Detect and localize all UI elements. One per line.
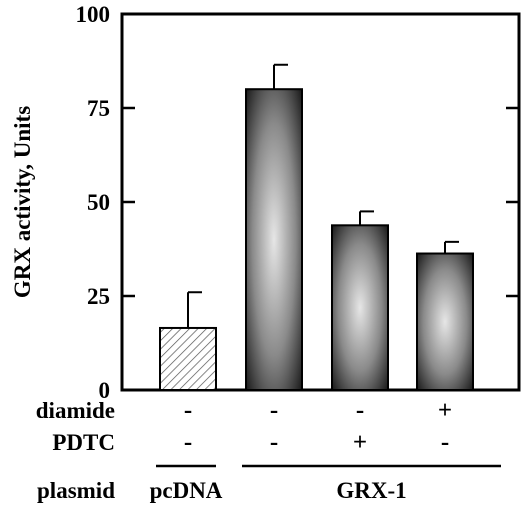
bar-2 xyxy=(245,88,303,391)
condition-sign: - xyxy=(270,397,278,424)
y-tick-label: 100 xyxy=(76,2,111,27)
bar-4 xyxy=(416,252,474,391)
plasmid-label: plasmid xyxy=(37,478,115,503)
bar-1 xyxy=(159,326,217,391)
condition-sign: + xyxy=(438,397,452,424)
y-tick-label: 75 xyxy=(87,96,110,121)
plasmid-group-name: GRX-1 xyxy=(336,478,406,503)
condition-sign: - xyxy=(270,429,278,456)
y-axis-ticks: 0 25 50 75 100 xyxy=(76,2,519,403)
condition-sign: + xyxy=(353,429,367,456)
y-tick-label: 50 xyxy=(87,190,110,215)
bar-3 xyxy=(331,224,389,391)
plasmid-group-name: pcDNA xyxy=(150,478,223,503)
condition-sign: - xyxy=(184,397,192,424)
y-axis-label: GRX activity, Units xyxy=(10,106,35,298)
condition-table: diamide - - - + PDTC - - + - xyxy=(36,397,452,456)
bars-group xyxy=(159,63,474,391)
condition-sign: - xyxy=(356,397,364,424)
condition-label: PDTC xyxy=(52,430,115,455)
condition-sign: - xyxy=(441,429,449,456)
condition-label: diamide xyxy=(36,398,115,423)
plasmid-row: plasmid pcDNA GRX-1 xyxy=(37,464,501,503)
condition-sign: - xyxy=(184,429,192,456)
y-tick-label: 25 xyxy=(87,284,110,309)
y-tick-label: 0 xyxy=(99,378,111,403)
